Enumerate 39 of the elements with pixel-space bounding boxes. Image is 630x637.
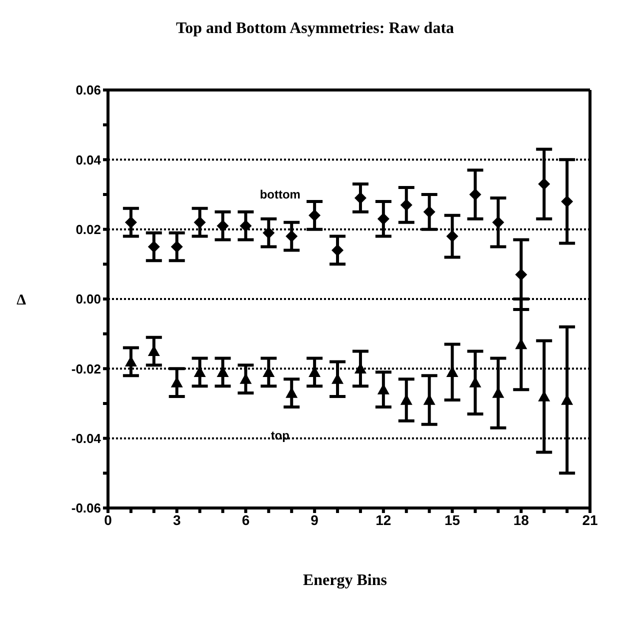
point	[561, 195, 574, 208]
point	[262, 226, 275, 239]
y-axis-title: Δ	[16, 292, 27, 308]
y-tick-label: 0.02	[76, 222, 101, 237]
point	[515, 268, 528, 281]
y-tick-label: -0.04	[71, 430, 102, 446]
series-label: bottom	[260, 187, 300, 202]
point	[492, 216, 504, 228]
x-tick-label: 9	[310, 512, 319, 528]
point	[469, 188, 482, 200]
x-tick-label: 21	[582, 512, 598, 528]
point	[148, 240, 160, 253]
y-tick-label: -0.02	[71, 361, 101, 376]
x-tick-label: 6	[242, 512, 250, 528]
point	[538, 178, 550, 190]
point	[332, 244, 344, 256]
point	[286, 230, 298, 242]
point	[194, 216, 206, 228]
y-tick-label: 0.06	[76, 82, 101, 98]
chart-title: Top and Bottom Asymmetries: Raw data	[174, 20, 456, 38]
point	[446, 230, 458, 242]
point	[170, 240, 183, 253]
point	[423, 206, 436, 218]
x-axis-title: Energy Bins	[302, 572, 388, 590]
x-tick-label: 3	[172, 512, 181, 528]
point	[240, 220, 252, 232]
y-tick-label: 0.04	[76, 152, 102, 168]
y-tick-label: 0.00	[76, 292, 101, 307]
x-tick-label: 15	[444, 512, 460, 528]
point	[377, 212, 390, 225]
point	[124, 216, 137, 228]
point	[400, 198, 412, 211]
y-tick-label: -0.06	[71, 500, 101, 516]
x-tick-label: 18	[513, 512, 530, 528]
x-tick-label: 0	[104, 512, 112, 528]
point	[354, 192, 366, 204]
point	[216, 220, 229, 232]
point	[308, 209, 321, 222]
x-tick-label: 12	[376, 512, 392, 528]
